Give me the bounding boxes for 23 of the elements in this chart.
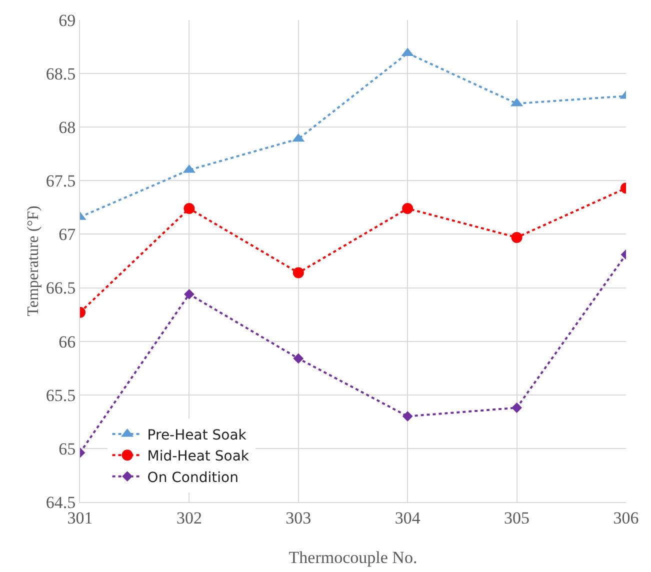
x-tick-label: 303: [286, 508, 312, 528]
y-tick-label: 67.5: [46, 172, 76, 191]
point: [292, 267, 304, 278]
y-tick-label: 68: [58, 118, 76, 138]
legend-label: Mid-Heat Soak: [147, 448, 250, 465]
y-tick-label: 66: [58, 332, 76, 352]
legend-label: Pre-Heat Soak: [147, 427, 248, 444]
y-tick-label: 67: [58, 225, 76, 244]
x-axis-title: Thermocouple No.: [288, 548, 418, 567]
x-tick-label: 302: [176, 508, 202, 528]
x-tick-label: 306: [613, 508, 639, 528]
point: [402, 203, 414, 214]
y-tick-label: 69: [58, 10, 76, 30]
legend-label: On Condition: [147, 470, 238, 486]
x-tick-label: 304: [394, 508, 421, 528]
point: [402, 411, 413, 422]
y-tick-label: 65.5: [46, 386, 76, 405]
y-tick-label: 68.5: [46, 64, 76, 84]
y-tick-label: 65: [58, 439, 76, 458]
x-tick-label: 305: [504, 508, 530, 528]
point: [293, 353, 304, 364]
y-axis-title: Temperature (°F): [25, 206, 42, 316]
y-tick-label: 66.5: [46, 278, 76, 298]
